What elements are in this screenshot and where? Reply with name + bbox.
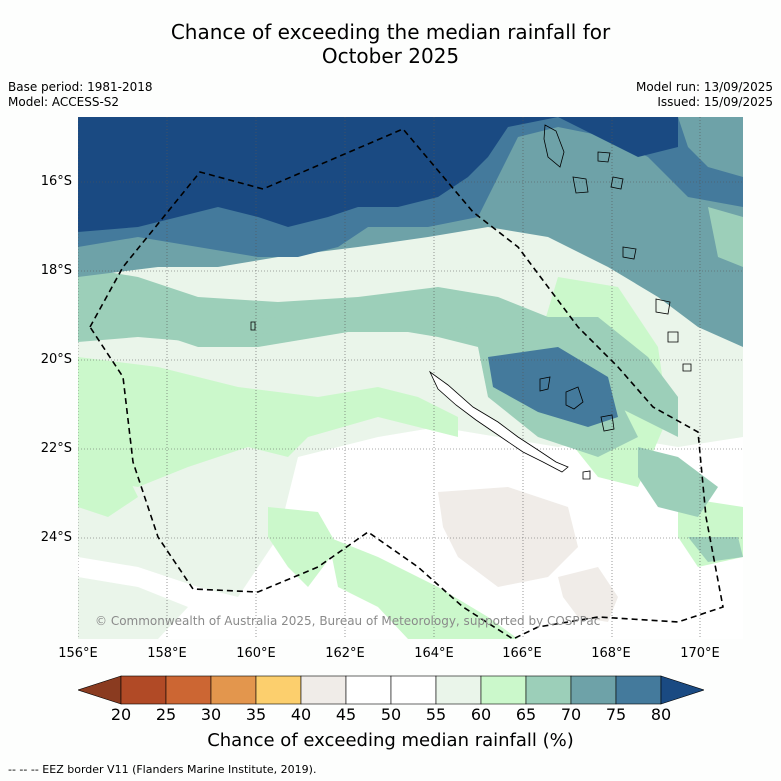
band-60-65-south <box>328 537 518 639</box>
rainfall-map <box>78 117 743 639</box>
colorbar-extend-high <box>660 675 704 705</box>
loyalty-island-ouvea <box>539 376 551 392</box>
lon-label-160e: 160°E <box>236 646 276 661</box>
graticule <box>78 117 743 639</box>
lat-label-18s: 18°S <box>40 263 72 278</box>
loyalty-island-lifou <box>565 386 584 410</box>
colorbar-segment <box>615 675 662 705</box>
colorbar-segment <box>210 675 257 705</box>
band-65-70 <box>78 267 678 437</box>
colorbar-tick-label: 80 <box>650 705 672 724</box>
band-45-50-east <box>558 567 618 622</box>
colorbar-label: Chance of exceeding median rainfall (%) <box>207 730 574 751</box>
meta-right: Model run: 13/09/2025 Issued: 15/09/2025 <box>636 80 773 110</box>
eez-border <box>89 128 724 639</box>
lon-label-170e: 170°E <box>680 646 720 661</box>
band-45-50 <box>438 487 578 587</box>
lon-label-156e: 156°E <box>58 646 98 661</box>
colorbar-segment <box>165 675 212 705</box>
band-70-75-ne <box>678 117 743 177</box>
colorbar-tick-label: 60 <box>470 705 492 724</box>
colorbar-segment <box>435 675 482 705</box>
new-caledonia-island <box>428 370 569 473</box>
band-65-70-ne <box>708 207 743 267</box>
band-55-60-sw <box>78 577 188 639</box>
colorbar-segment <box>480 675 527 705</box>
colorbar-tick-label: 55 <box>425 705 447 724</box>
lat-label-22s: 22°S <box>40 441 72 456</box>
model-name: Model: ACCESS-S2 <box>8 95 120 109</box>
base-period: Base period: 1981-2018 <box>8 80 153 94</box>
colorbar-tick-label: 25 <box>155 705 177 724</box>
lat-label-16s: 16°S <box>40 174 72 189</box>
lon-label-168e: 168°E <box>591 646 631 661</box>
colorbar-tick-label: 30 <box>200 705 222 724</box>
vanuatu-pentecost <box>610 176 624 190</box>
band-above-80-ne <box>558 117 678 157</box>
title-line-1: Chance of exceeding the median rainfall … <box>170 20 611 44</box>
colorbar-segment <box>120 675 167 705</box>
colorbar-tick-label: 35 <box>245 705 267 724</box>
colorbar-segment <box>525 675 572 705</box>
vanuatu-ambae <box>597 151 611 163</box>
lat-label-20s: 20°S <box>40 352 72 367</box>
lon-label-158e: 158°E <box>147 646 187 661</box>
vanuatu-tanna <box>667 331 679 343</box>
lat-label-24s: 24°S <box>40 530 72 545</box>
vanuatu-erromango <box>655 298 671 315</box>
colorbar-tick-label: 40 <box>290 705 312 724</box>
colorbar-segment <box>255 675 302 705</box>
colorbar-tick-label: 75 <box>605 705 627 724</box>
eez-legend: -- -- -- EEZ border V11 (Flanders Marine… <box>8 763 317 776</box>
map-canvas <box>78 117 743 639</box>
colorbar-tick-label: 20 <box>110 705 132 724</box>
band-65-70-loyalty <box>638 447 718 517</box>
colorbar-tick-label: 70 <box>560 705 582 724</box>
band-75-80-central <box>488 347 618 427</box>
vanuatu-efate <box>622 246 637 260</box>
copyright-notice: © Commonwealth of Australia 2025, Bureau… <box>95 614 601 628</box>
colorbar-tick-label: 45 <box>335 705 357 724</box>
colorbar-extend-low <box>78 675 122 705</box>
colorbar <box>78 675 704 705</box>
title-line-2: October 2025 <box>321 44 460 68</box>
loyalty-island-mare <box>600 414 615 432</box>
colorbar-tick-label: 50 <box>380 705 402 724</box>
colorbar-segment <box>300 675 347 705</box>
issued-date: Issued: 15/09/2025 <box>657 95 773 109</box>
colorbar-tick-label: 65 <box>515 705 537 724</box>
band-65-70-se <box>688 537 743 562</box>
lon-label-162e: 162°E <box>325 646 365 661</box>
isle-of-pines <box>582 470 591 480</box>
colorbar-segment <box>390 675 437 705</box>
vanuatu-malakula <box>572 176 589 194</box>
chesterfield-reef <box>250 321 256 331</box>
band-60-65-west <box>78 357 458 487</box>
vanuatu-aneityum <box>682 363 692 372</box>
band-60-65-sw <box>78 447 138 517</box>
band-60-65-mid <box>268 507 338 587</box>
colorbar-segment <box>570 675 617 705</box>
model-run: Model run: 13/09/2025 <box>635 80 773 94</box>
lon-label-166e: 166°E <box>502 646 542 661</box>
meta-left: Base period: 1981-2018 Model: ACCESS-S2 <box>8 80 153 110</box>
band-above-80 <box>78 117 558 232</box>
colorbar-segment <box>345 675 392 705</box>
band-65-70-ridge <box>78 307 518 347</box>
map-title: Chance of exceeding the median rainfall … <box>0 20 781 68</box>
vanuatu-espiritu-santo <box>543 124 565 168</box>
lon-label-164e: 164°E <box>414 646 454 661</box>
